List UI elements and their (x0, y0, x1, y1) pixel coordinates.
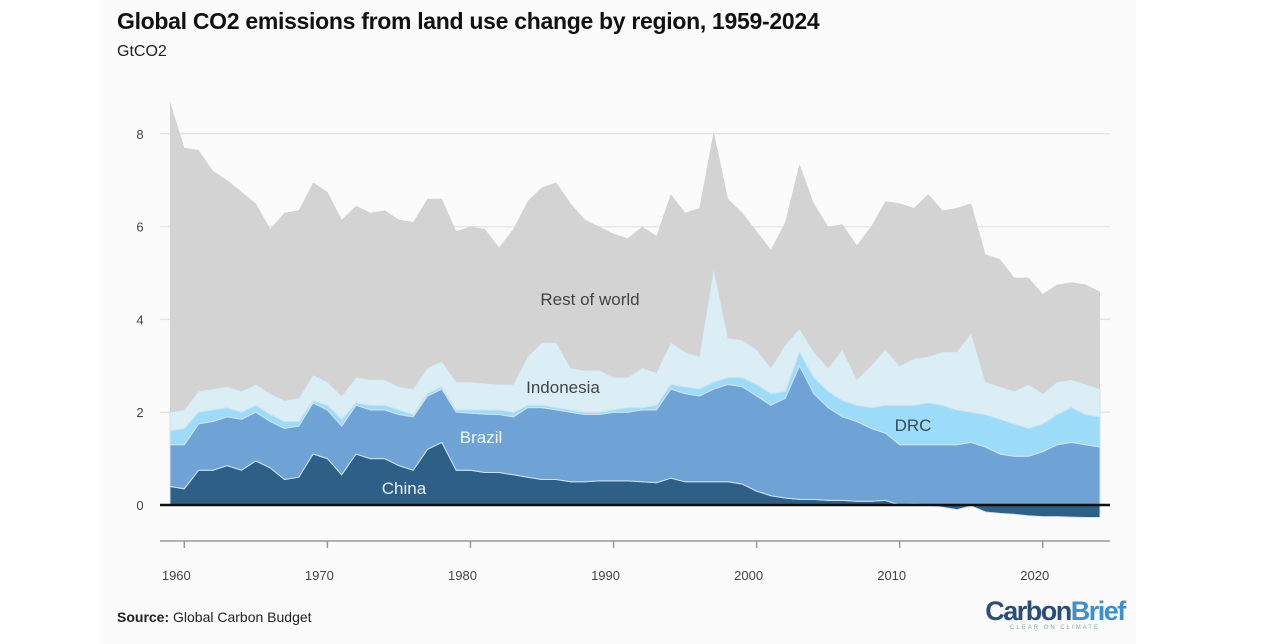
series-label-indonesia: Indonesia (526, 378, 600, 397)
series-label-drc: DRC (895, 416, 932, 435)
source-note: Source: Global Carbon Budget (117, 609, 312, 625)
y-tick-label: 6 (136, 220, 143, 235)
series-label-rest-of-world: Rest of world (540, 290, 639, 309)
x-tick-label: 1970 (305, 568, 334, 583)
logo-name-a: Carbon (985, 596, 1072, 626)
x-tick-label: 2010 (877, 568, 906, 583)
area-rest-of-world (170, 101, 1100, 413)
y-tick-label: 0 (136, 498, 143, 513)
y-tick-label: 8 (136, 127, 143, 142)
x-tick-label: 2020 (1020, 568, 1049, 583)
series-label-brazil: Brazil (460, 428, 503, 447)
y-tick-label: 4 (136, 312, 143, 327)
x-tick-label: 1960 (162, 568, 191, 583)
series-label-china: China (382, 479, 427, 498)
chart-subtitle: GtCO2 (117, 43, 167, 60)
x-tick-label: 2000 (734, 568, 763, 583)
chart-title: Global CO2 emissions from land use chang… (117, 8, 820, 34)
carbonbrief-logo: CarbonBrief CLEAR ON CLIMATE (980, 597, 1130, 631)
x-tick-label: 1980 (448, 568, 477, 583)
y-tick-label: 2 (136, 405, 143, 420)
logo-name-b: Brief (1070, 596, 1127, 626)
x-tick-label: 1990 (591, 568, 620, 583)
source-text: Global Carbon Budget (173, 609, 312, 625)
source-label: Source: (117, 609, 170, 625)
logo-tagline: CLEAR ON CLIMATE (1010, 625, 1100, 631)
